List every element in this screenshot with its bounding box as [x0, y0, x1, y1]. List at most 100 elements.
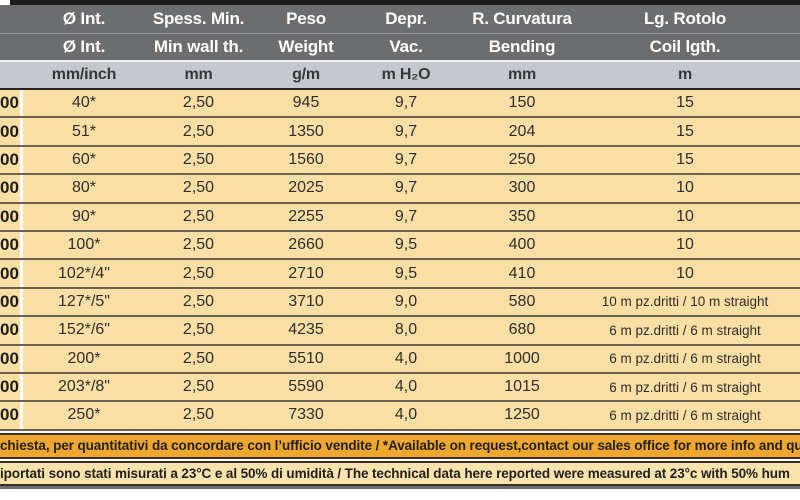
header-wall-it: Spess. Min. [152, 9, 245, 28]
cell-coil-length: 10 [676, 236, 694, 254]
cell-inner-diameter: 200* [67, 349, 101, 367]
cell-weight: 5510 [288, 349, 324, 367]
cell-coil-length: 10 [676, 179, 694, 197]
spacer [0, 430, 800, 433]
row-code-fragment: 00 [0, 263, 19, 283]
row-code-fragment: 00 [0, 93, 19, 113]
table-row: 00 200* 2,50 5510 4,0 1000 6 m pz.dritti… [0, 345, 800, 374]
cell-vacuum: 9,7 [394, 150, 418, 168]
cell-min-wall: 2,50 [182, 406, 215, 424]
table-row: 00 203*/8" 2,50 5590 4,0 1015 6 m pz.dri… [0, 373, 800, 403]
cell-min-wall: 2,50 [182, 378, 215, 396]
row-code-fragment: 00 [0, 405, 19, 425]
header-coil-it: Lg. Rotolo [643, 9, 727, 28]
row-code-fragment: 00 [0, 348, 19, 368]
header-coil-en: Coil lgth. [649, 37, 721, 56]
header-vacuum-it: Depr. [385, 9, 427, 28]
footnote-availability-text: chiesta, per quantitativi da concordare … [0, 438, 800, 454]
cell-weight: 7330 [288, 406, 324, 424]
unit-diameter: mm/inch [51, 66, 117, 83]
header-vacuum-en: Vac. [389, 37, 423, 56]
column-divider [20, 373, 23, 401]
cell-weight: 3710 [288, 292, 324, 310]
cell-bending-radius: 1000 [504, 349, 540, 367]
cell-weight: 945 [292, 94, 320, 112]
cell-vacuum: 9,7 [394, 122, 418, 140]
cell-weight: 1560 [288, 150, 324, 168]
column-divider [20, 90, 23, 117]
cell-bending-radius: 350 [508, 207, 536, 225]
table-row: 00 127*/5" 2,50 3710 9,0 580 10 m pz.dri… [0, 288, 800, 318]
cell-vacuum: 4,0 [394, 349, 418, 367]
cell-inner-diameter: 250* [67, 406, 101, 424]
row-code-fragment: 00 [0, 235, 19, 255]
cell-bending-radius: 410 [508, 264, 536, 282]
cell-weight: 4235 [288, 321, 324, 339]
cell-coil-length: 15 [676, 150, 694, 168]
cell-inner-diameter: 127*/5" [58, 292, 110, 310]
units-row: mm/inch mm g/m m H₂O mm m [0, 60, 800, 90]
header-weight-en: Weight [278, 37, 334, 56]
cell-coil-length: 10 m pz.dritti / 10 m straight [601, 294, 769, 310]
cell-weight: 2660 [288, 236, 324, 254]
cell-coil-length: 15 [676, 94, 694, 112]
cell-min-wall: 2,50 [182, 94, 215, 112]
table-row: 00 250* 2,50 7330 4,0 1250 6 m pz.dritti… [0, 402, 800, 431]
cell-coil-length: 6 m pz.dritti / 6 m straight [609, 322, 761, 338]
cell-bending-radius: 580 [508, 292, 536, 310]
cell-inner-diameter: 90* [71, 207, 97, 225]
cell-bending-radius: 300 [508, 179, 536, 197]
cell-vacuum: 4,0 [394, 378, 418, 396]
row-code-fragment: 00 [0, 121, 19, 141]
spacer [0, 458, 800, 461]
cell-vacuum: 9,0 [394, 292, 418, 310]
unit-vacuum: m H₂O [381, 66, 431, 83]
cell-coil-length: 10 [676, 264, 694, 282]
cell-inner-diameter: 80* [71, 179, 97, 197]
cell-vacuum: 8,0 [394, 321, 418, 339]
row-code-fragment: 00 [0, 206, 19, 226]
header-bending-en: Bending [488, 37, 556, 56]
cell-weight: 5590 [288, 378, 324, 396]
top-border [0, 0, 800, 5]
table-row: 00 152*/6" 2,50 4235 8,0 680 6 m pz.drit… [0, 317, 800, 346]
cell-bending-radius: 250 [508, 150, 536, 168]
table-row: 00 60* 2,50 1560 9,7 250 15 [0, 146, 800, 176]
row-code-fragment: 00 [0, 149, 19, 169]
cell-bending-radius: 680 [508, 321, 536, 339]
row-code-fragment: 00 [0, 178, 19, 198]
cell-min-wall: 2,50 [182, 150, 215, 168]
header-diameter-en: Ø Int. [62, 37, 106, 56]
table-row: 00 40* 2,50 945 9,7 150 15 [0, 90, 800, 119]
cell-min-wall: 2,50 [182, 264, 215, 282]
header-row-italian: Ø Int. Spess. Min. Peso Depr. R. Curvatu… [0, 5, 800, 34]
cell-bending-radius: 150 [508, 94, 536, 112]
header-weight-it: Peso [286, 9, 326, 28]
cell-inner-diameter: 203*/8" [58, 378, 110, 396]
cell-vacuum: 9,5 [394, 264, 418, 282]
column-divider [20, 203, 23, 230]
row-code-fragment: 00 [0, 320, 19, 340]
cell-inner-diameter: 152*/6" [58, 321, 110, 339]
cell-coil-length: 6 m pz.dritti / 6 m straight [609, 407, 761, 423]
table-row: 00 100* 2,50 2660 9,5 400 10 [0, 231, 800, 261]
cell-inner-diameter: 40* [71, 94, 97, 112]
column-divider [20, 402, 23, 429]
unit-coil: m [677, 66, 693, 83]
cell-inner-diameter: 102*/4" [58, 264, 110, 282]
cell-bending-radius: 400 [508, 236, 536, 254]
cell-vacuum: 9,5 [394, 236, 418, 254]
unit-bending: mm [507, 66, 537, 83]
row-code-fragment: 00 [0, 291, 19, 311]
column-divider [20, 231, 23, 259]
cell-coil-length: 10 [676, 207, 694, 225]
footnote-availability: chiesta, per quantitativi da concordare … [0, 432, 800, 459]
table-row: 00 51* 2,50 1350 9,7 204 15 [0, 118, 800, 147]
bottom-border [0, 485, 800, 489]
cell-min-wall: 2,50 [182, 207, 215, 225]
cell-min-wall: 2,50 [182, 292, 215, 310]
cell-bending-radius: 204 [508, 122, 536, 140]
cell-coil-length: 6 m pz.dritti / 6 m straight [609, 351, 761, 367]
column-divider [20, 175, 23, 202]
header-wall-en: Min wall th. [153, 37, 244, 56]
